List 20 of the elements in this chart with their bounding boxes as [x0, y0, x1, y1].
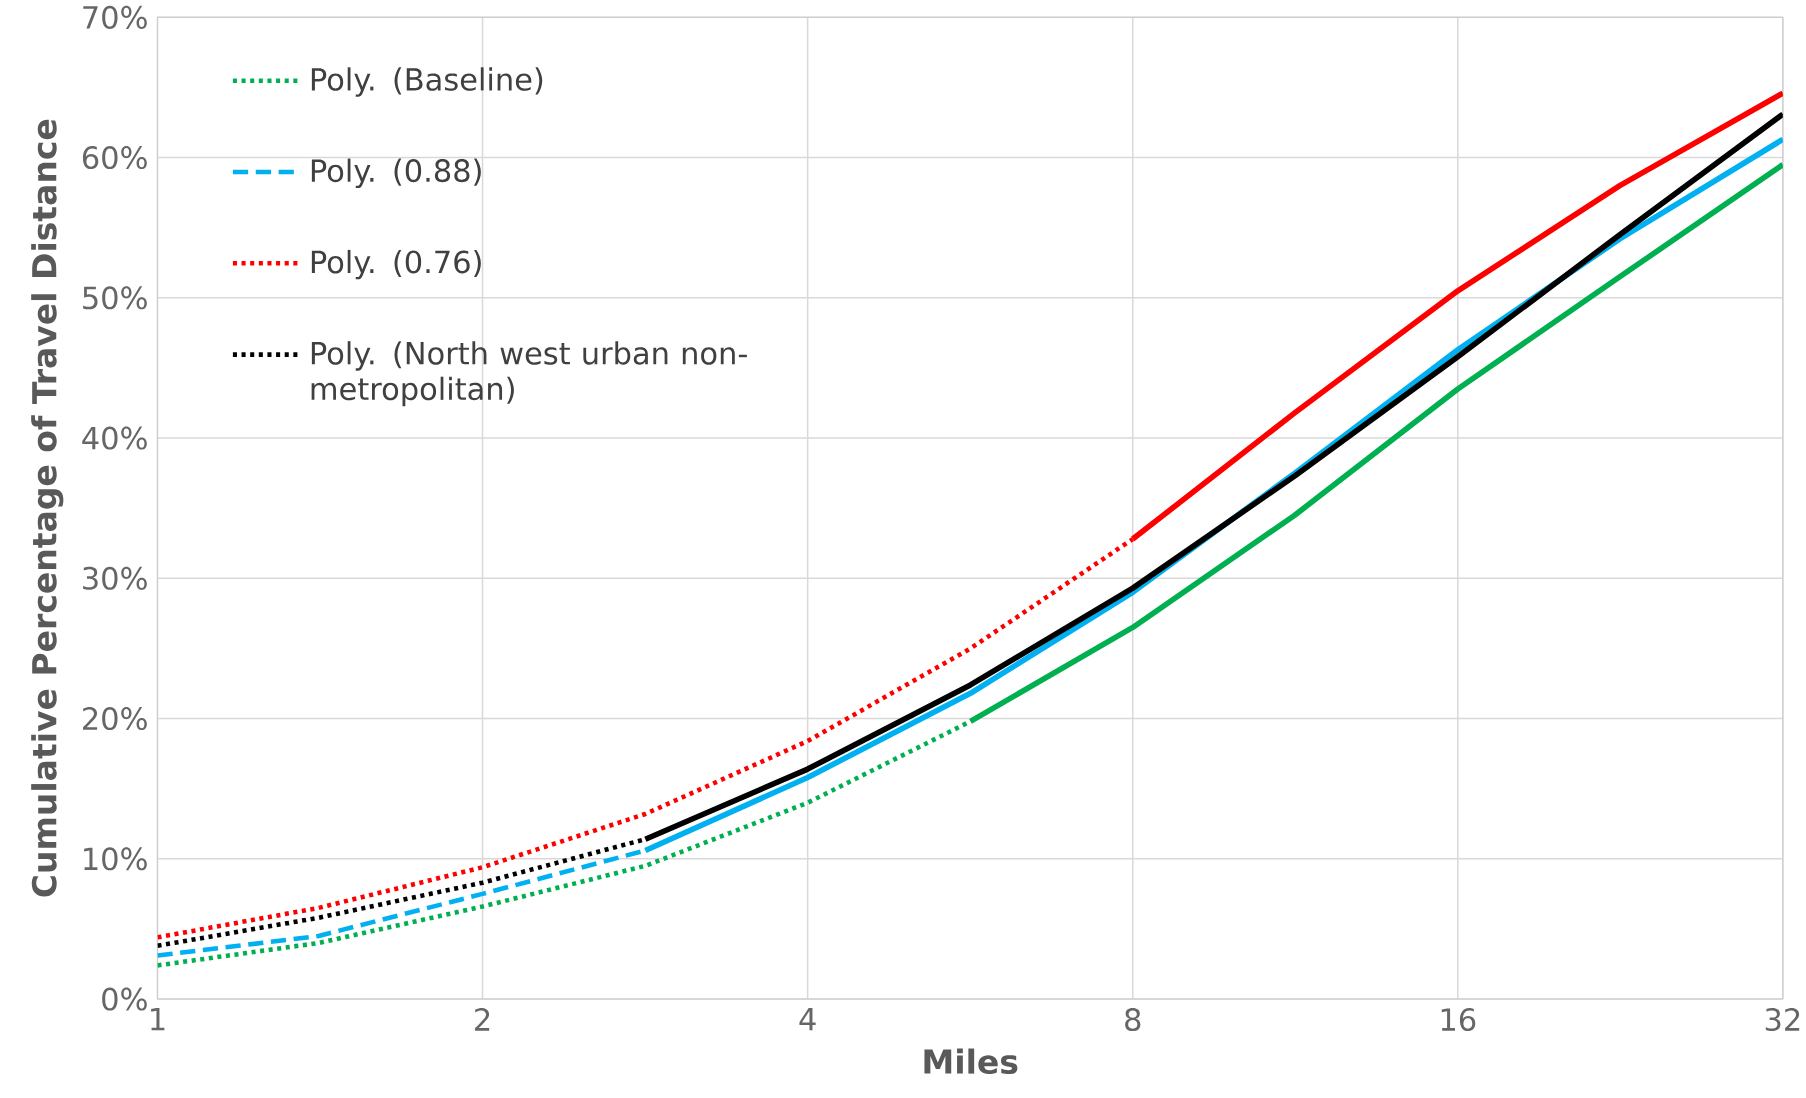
legend-label: Poly. (Baseline): [311, 67, 543, 97]
y-tick-label: 10%: [84, 847, 147, 871]
x-tick-label: 1: [151, 1008, 165, 1031]
y-tick-label: 40%: [82, 426, 147, 450]
y-tick-label: 70%: [83, 5, 147, 29]
y-tick-label: 30%: [83, 566, 147, 590]
x-tick-label: 8: [1125, 1008, 1141, 1032]
y-axis-title: Cumulative Percentage of Travel Distance: [31, 119, 64, 897]
y-tick-label: 60%: [82, 146, 147, 170]
y-tick-label: 0%: [102, 987, 147, 1011]
x-tick-label: 32: [1765, 1008, 1800, 1032]
x-axis-title: Miles: [924, 1048, 1018, 1075]
legend-label: Poly. (0.76): [311, 249, 481, 280]
x-tick-label: 16: [1441, 1008, 1476, 1032]
x-tick-label: 4: [799, 1008, 816, 1031]
y-tick-label: 20%: [83, 707, 147, 731]
y-tick-label: 50%: [83, 286, 147, 310]
x-tick-label: 2: [475, 1008, 490, 1031]
legend-label: Poly. (North west urban non-metropolitan): [311, 341, 747, 407]
legend-label: Poly. (0.88): [311, 158, 481, 189]
